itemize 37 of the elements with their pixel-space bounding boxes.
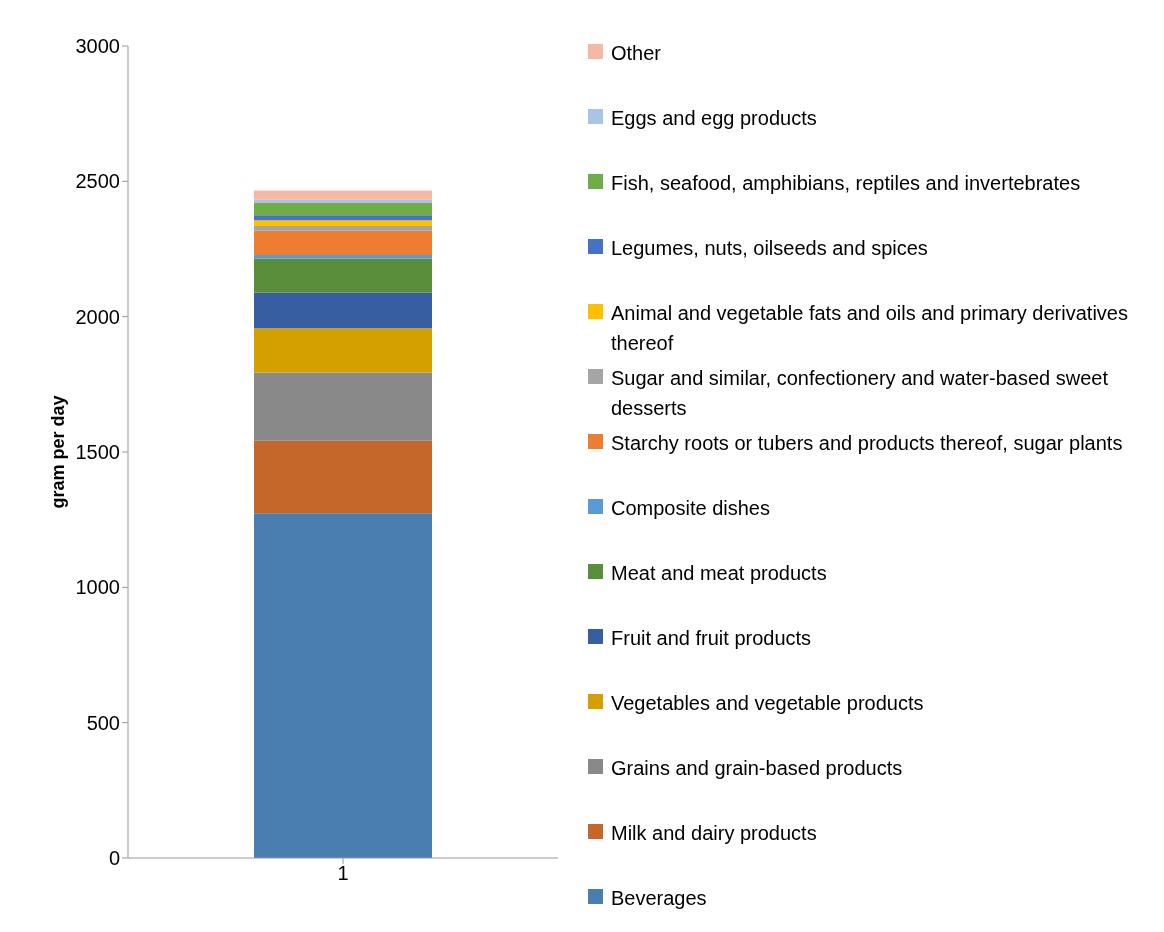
bar <box>254 372 432 441</box>
y-tick-label: 1000 <box>75 576 120 599</box>
bar <box>254 440 432 514</box>
legend-label: Milk and dairy products <box>611 821 817 846</box>
legend-label: Legumes, nuts, oilseeds and spices <box>611 236 928 261</box>
legend-label: Eggs and egg products <box>611 106 817 131</box>
bar <box>254 190 432 200</box>
legend-label: Beverages <box>611 886 707 911</box>
legend-label: Other <box>611 41 662 66</box>
legend-label: Fish, seafood, amphibians, reptiles and invertebrates <box>611 171 1081 196</box>
legend-label: Fruit and fruit products <box>611 626 812 651</box>
bar <box>254 199 432 203</box>
legend-label: Sugar and similar, confectionery and water-based sweet desserts <box>611 366 1109 421</box>
bar <box>254 292 432 329</box>
legend-label: Animal and vegetable fats and oils and primary derivatives thereof <box>611 301 1128 356</box>
y-tick-label: 1500 <box>75 441 120 464</box>
legend-label: Meat and meat products <box>611 561 827 586</box>
x-tick-label: 1 <box>337 862 349 885</box>
y-tick-label: 2500 <box>75 170 120 193</box>
legend-label: Composite dishes <box>611 496 770 521</box>
y-axis-title: gram per day <box>48 395 69 509</box>
bar <box>254 225 432 231</box>
bar <box>254 328 432 373</box>
y-tick-label: 0 <box>108 847 120 870</box>
bar <box>254 513 432 858</box>
y-tick-label: 2000 <box>75 305 120 328</box>
bar <box>254 254 432 259</box>
bar <box>254 202 432 216</box>
bar <box>254 220 432 226</box>
bar <box>254 215 432 221</box>
bar <box>254 258 432 293</box>
y-tick-label: 500 <box>86 711 120 734</box>
legend-label: Vegetables and vegetable products <box>611 691 924 716</box>
legend-label: Grains and grain-based products <box>611 756 903 781</box>
y-tick-label: 3000 <box>75 35 120 58</box>
legend-label: Starchy roots or tubers and products thereof, sugar plants <box>611 431 1123 456</box>
bar <box>254 230 432 255</box>
